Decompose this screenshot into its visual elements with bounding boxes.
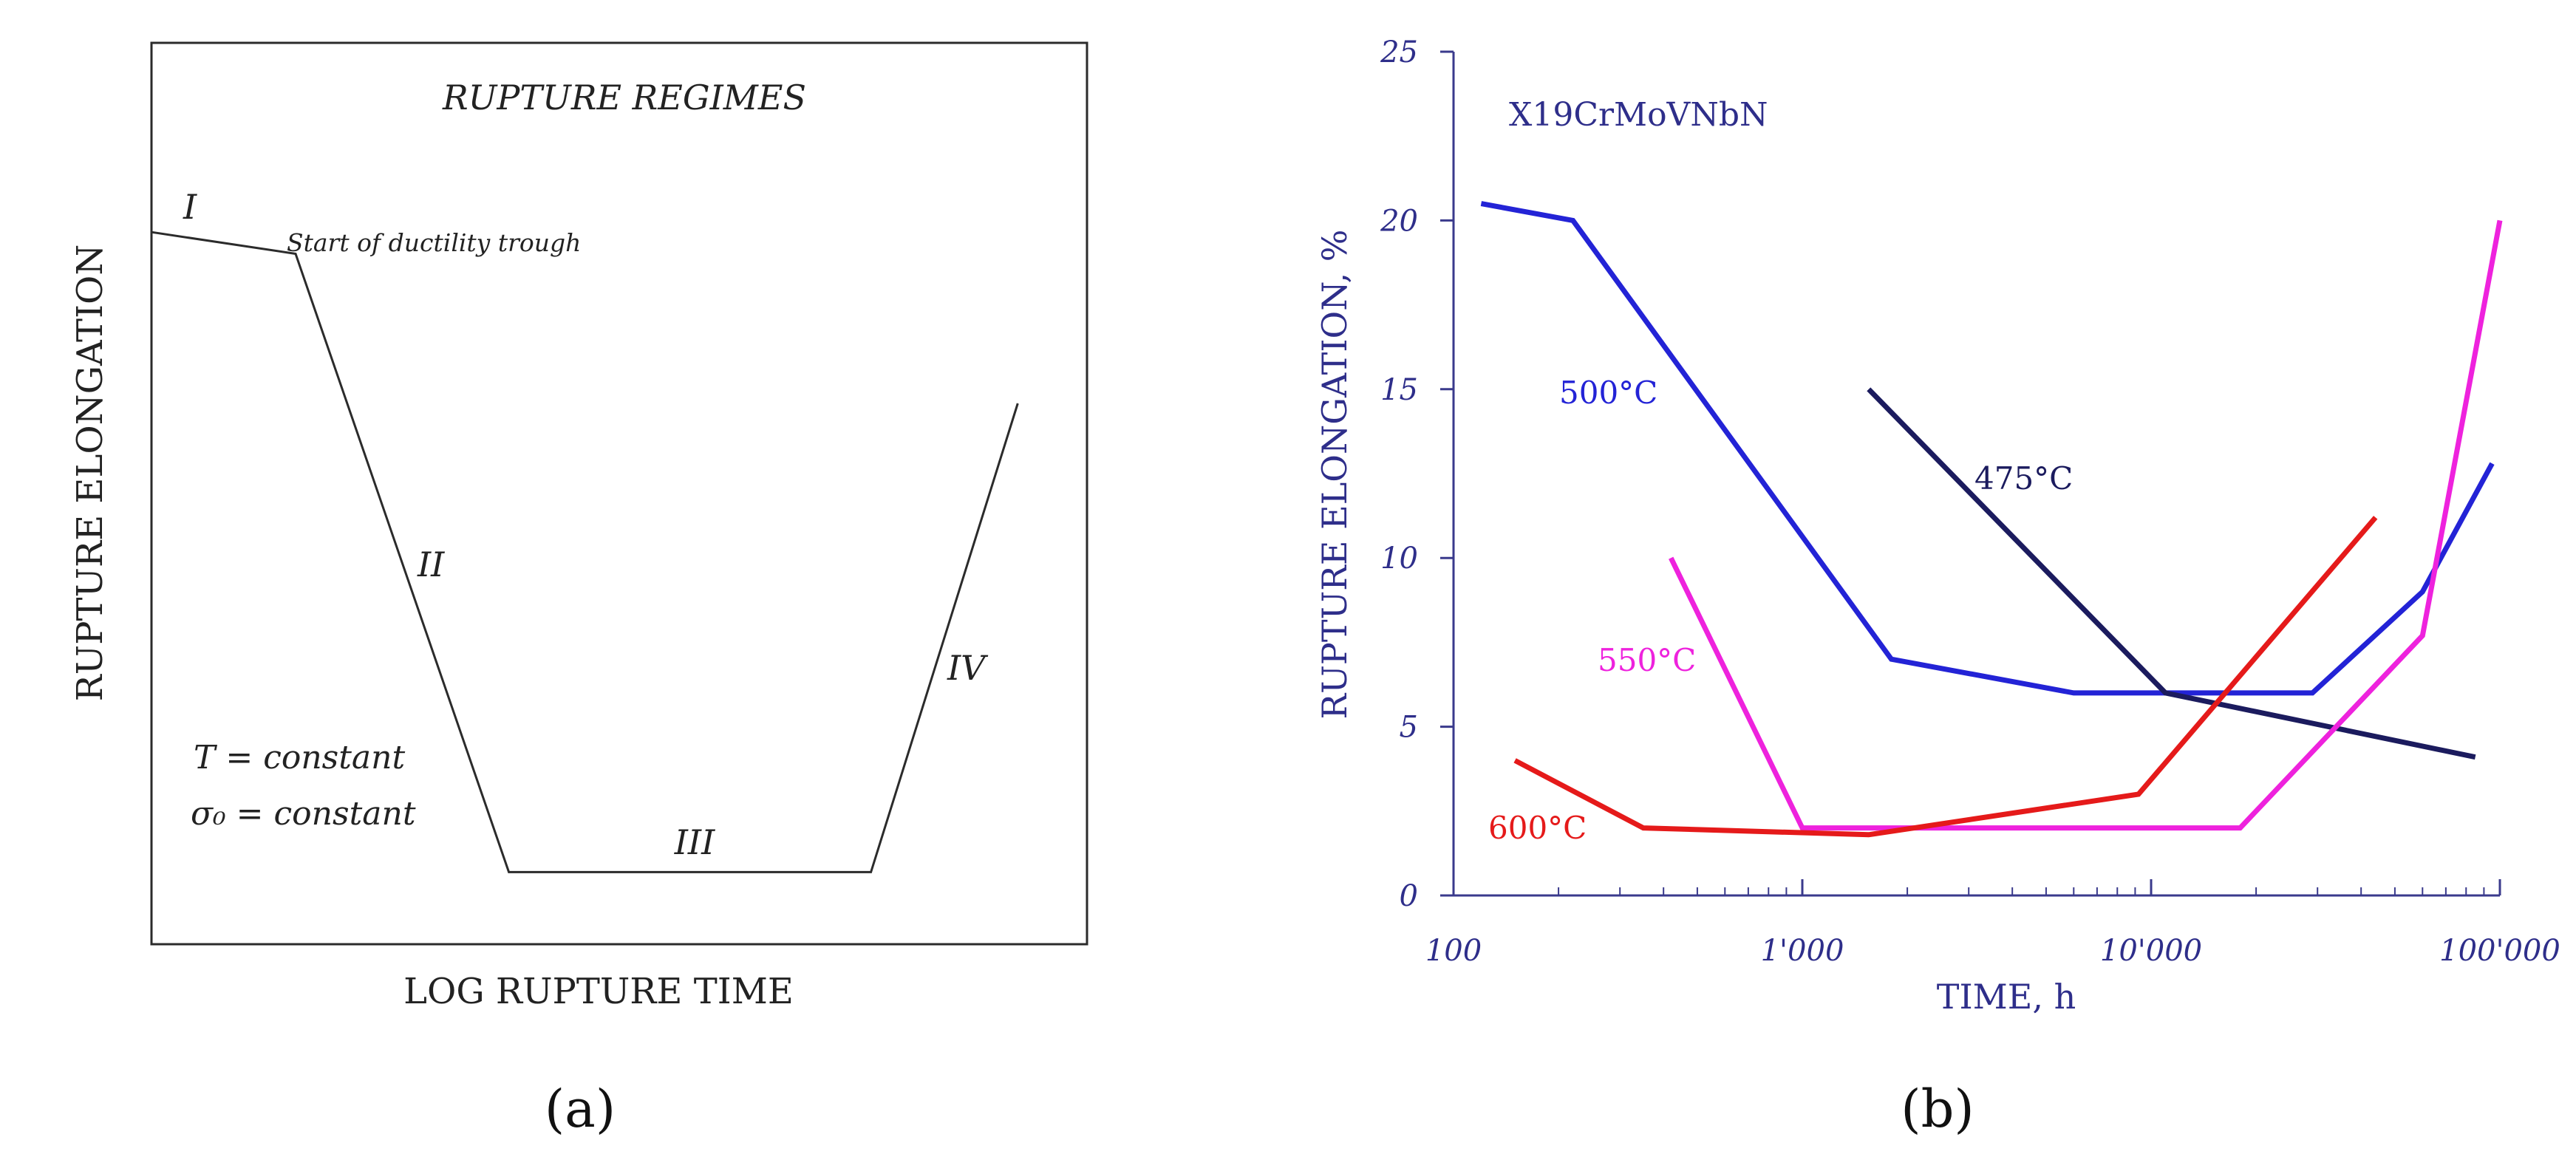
regime-label-iv: IV bbox=[947, 648, 989, 688]
series-line-475c bbox=[1867, 387, 2476, 760]
y-tick-label-15: 15 bbox=[1380, 373, 1418, 407]
panel-a-regime-curve bbox=[151, 231, 1019, 873]
panel-b-ylabel: RUPTURE ELONGATION, % bbox=[1315, 229, 1355, 719]
panel-b-ticks: 0 5 10 15 20 25 100 1'000 10'000 100'000 bbox=[1380, 35, 2560, 968]
y-tick-label-25: 25 bbox=[1380, 35, 1418, 69]
panel-a-xlabel: LOG RUPTURE TIME bbox=[403, 971, 794, 1012]
x-tick-label-1000: 1'000 bbox=[1761, 934, 1844, 968]
panel-b-title: X19CrMoVNbN bbox=[1509, 96, 1768, 134]
regime-label-iii: III bbox=[674, 822, 715, 862]
regime-label-ii: II bbox=[417, 545, 445, 584]
ductility-trough-annotation: Start of ductility trough bbox=[287, 228, 581, 257]
condition-temperature: T = constant bbox=[194, 739, 405, 777]
panel-a-caption: (a) bbox=[545, 1079, 616, 1139]
panel-a: RUPTURE REGIMES RUPTURE ELONGATION LOG R… bbox=[69, 41, 1088, 1139]
panel-a-ylabel: RUPTURE ELONGATION bbox=[69, 245, 111, 702]
series-line-600c bbox=[1513, 516, 2378, 838]
x-tick-label-100000: 100'000 bbox=[2439, 934, 2560, 968]
panel-b-axes bbox=[1452, 52, 2500, 897]
condition-stress: σ₀ = constant bbox=[191, 795, 416, 833]
series-label-475c: 475°C bbox=[1974, 460, 2073, 496]
panel-a-title: RUPTURE REGIMES bbox=[442, 78, 806, 117]
panel-b-caption: (b) bbox=[1901, 1079, 1974, 1139]
series-line-500c bbox=[1480, 201, 2495, 696]
y-tick-label-5: 5 bbox=[1400, 711, 1418, 745]
panel-a-frame bbox=[150, 41, 1088, 946]
y-tick-label-10: 10 bbox=[1380, 542, 1418, 576]
panel-b-xlabel: TIME, h bbox=[1937, 977, 2076, 1017]
series-label-550c: 550°C bbox=[1598, 642, 1696, 678]
series-label-600c: 600°C bbox=[1488, 810, 1587, 846]
panel-b-series-labels: 500°C 475°C 550°C 600°C bbox=[1488, 375, 2073, 846]
y-tick-label-20: 20 bbox=[1380, 204, 1418, 238]
series-label-500c: 500°C bbox=[1559, 375, 1657, 411]
series-line-550c bbox=[1669, 219, 2503, 831]
x-tick-label-10000: 10'000 bbox=[2100, 934, 2202, 968]
panel-b: 0 5 10 15 20 25 100 1'000 10'000 100'000 500°C 475… bbox=[1315, 35, 2560, 1139]
panel-b-series bbox=[1480, 201, 2503, 838]
x-tick-label-100: 100 bbox=[1425, 934, 1482, 968]
y-tick-label-0: 0 bbox=[1400, 879, 1418, 913]
regime-label-i: I bbox=[183, 187, 197, 227]
